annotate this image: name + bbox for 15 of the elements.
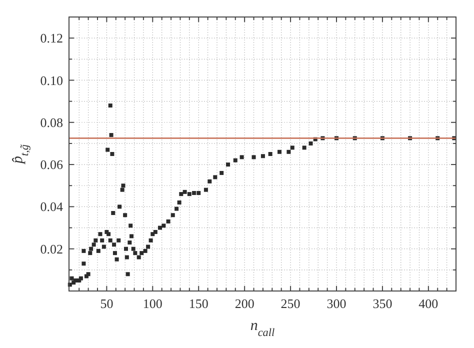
x-tick-label: 250 bbox=[280, 296, 300, 311]
y-tick-label: 0.08 bbox=[40, 114, 63, 130]
x-tick-label: 350 bbox=[372, 296, 392, 311]
y-tick-label: 0.04 bbox=[40, 199, 64, 214]
y-tick-label: 0.12 bbox=[40, 30, 63, 46]
y-tick-label: 0.02 bbox=[40, 241, 63, 256]
y-tick-label: 0.10 bbox=[40, 72, 63, 88]
x-tick-label: 200 bbox=[234, 296, 254, 311]
x-tick-label: 150 bbox=[188, 296, 208, 311]
x-tick-label: 400 bbox=[418, 296, 438, 311]
x-tick-label: 50 bbox=[100, 296, 114, 311]
x-tick-label: 100 bbox=[142, 296, 162, 311]
x-axis-title: n$_{call}$ bbox=[250, 318, 275, 339]
y-tick-label: 0.06 bbox=[40, 157, 64, 172]
x-tick-label: 300 bbox=[326, 296, 346, 311]
